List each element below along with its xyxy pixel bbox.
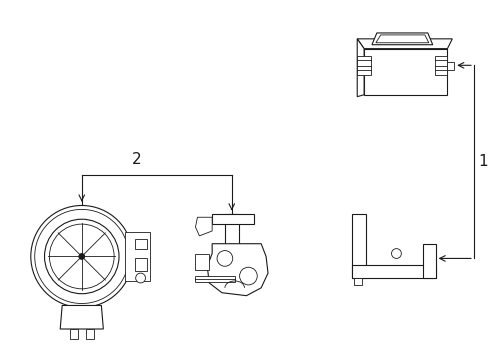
Polygon shape [195, 276, 234, 282]
Polygon shape [371, 33, 432, 45]
Polygon shape [357, 55, 370, 75]
Polygon shape [354, 278, 362, 285]
Circle shape [135, 273, 145, 283]
Circle shape [391, 249, 401, 258]
Polygon shape [434, 55, 447, 75]
Circle shape [79, 253, 84, 260]
Polygon shape [85, 329, 93, 339]
Polygon shape [70, 329, 78, 339]
Polygon shape [357, 39, 364, 97]
Polygon shape [207, 244, 267, 296]
Polygon shape [447, 62, 453, 70]
Polygon shape [375, 35, 428, 43]
Text: 1: 1 [478, 154, 488, 169]
Text: 2: 2 [132, 152, 141, 167]
Polygon shape [224, 214, 238, 244]
Polygon shape [134, 258, 147, 271]
Polygon shape [422, 244, 435, 278]
Polygon shape [134, 239, 147, 249]
Polygon shape [352, 214, 366, 278]
Polygon shape [195, 217, 212, 236]
Polygon shape [212, 214, 254, 224]
Polygon shape [60, 306, 103, 329]
Polygon shape [364, 49, 447, 95]
Polygon shape [357, 39, 451, 49]
Polygon shape [124, 232, 150, 281]
Circle shape [31, 206, 132, 307]
Polygon shape [195, 253, 209, 270]
Polygon shape [352, 265, 435, 278]
Circle shape [239, 267, 257, 285]
Circle shape [44, 219, 119, 294]
Circle shape [217, 251, 232, 266]
